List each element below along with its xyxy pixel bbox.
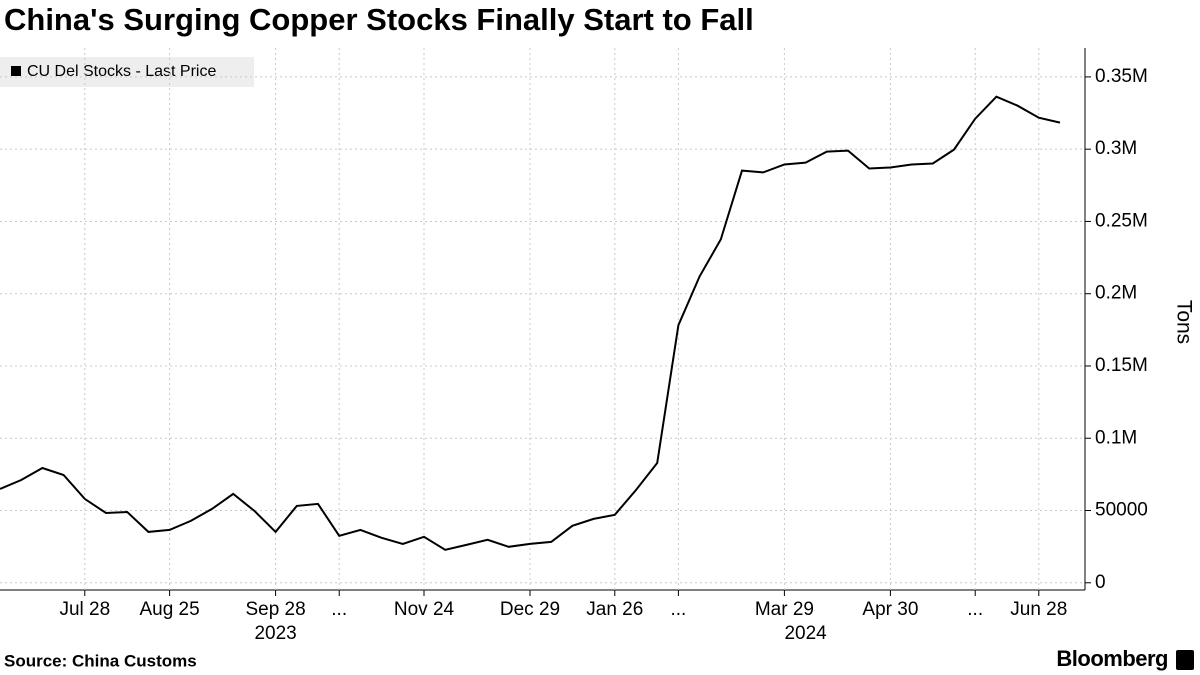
source: Source: China Customs (4, 651, 197, 670)
y-axis-title: Tons (1172, 300, 1195, 344)
x-tick-label: ... (670, 599, 686, 620)
chart-title: China's Surging Copper Stocks Finally St… (4, 2, 754, 37)
x-tick-label: Aug 25 (139, 599, 199, 620)
x-tick-label: Jan 26 (586, 599, 643, 620)
x-tick-label: Jun 28 (1010, 599, 1067, 620)
data-line (0, 95, 1061, 551)
x-tick-label: Dec 29 (500, 599, 560, 620)
x-tick-label: ... (967, 599, 983, 620)
y-tick-label: 0.25M (1095, 210, 1148, 231)
legend-box (0, 57, 254, 87)
y-tick-label: 0 (1095, 572, 1106, 593)
y-tick-label: 0.1M (1095, 427, 1137, 448)
x-tick-label: ... (331, 599, 347, 620)
legend-swatch (11, 66, 21, 76)
x-year-label: 2023 (254, 623, 296, 644)
legend-label: CU Del Stocks - Last Price (27, 63, 216, 80)
brand: Bloomberg (1056, 646, 1168, 671)
x-tick-label: Sep 28 (245, 599, 305, 620)
y-tick-label: 50000 (1095, 500, 1148, 521)
x-tick-label: Jul 28 (59, 599, 110, 620)
y-tick-label: 0.3M (1095, 138, 1137, 159)
brand-icon (1176, 650, 1194, 670)
x-year-label: 2024 (784, 623, 827, 644)
y-tick-label: 0.2M (1095, 283, 1137, 304)
y-tick-label: 0.15M (1095, 355, 1148, 376)
x-tick-label: Nov 24 (394, 599, 455, 620)
x-tick-label: Mar 29 (755, 599, 814, 620)
y-tick-label: 0.35M (1095, 66, 1148, 87)
x-tick-label: Apr 30 (862, 599, 918, 620)
